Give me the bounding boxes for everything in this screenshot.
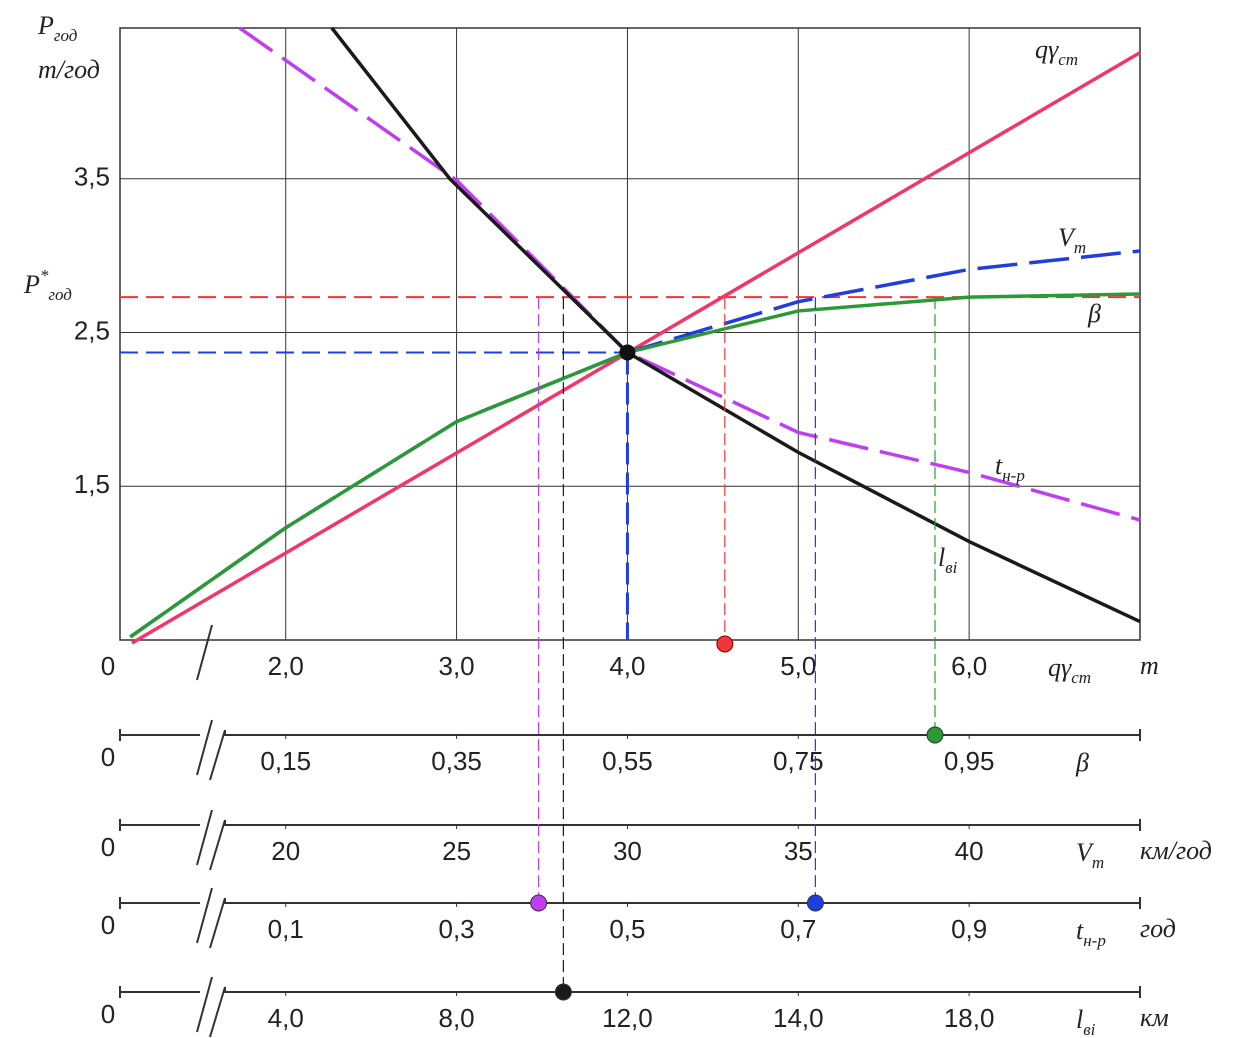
- label-part: qγ: [1035, 35, 1059, 64]
- scale-tick-label: 4,0: [268, 1003, 304, 1033]
- label-part: β: [1087, 299, 1101, 328]
- y-tick-label: 1,5: [74, 469, 110, 499]
- series-line: [240, 28, 1140, 520]
- scale-tick-label: 25: [442, 836, 471, 866]
- scale-tick-label: 0,5: [609, 914, 645, 944]
- origin-label: 0: [101, 999, 115, 1029]
- x-axis-label: qγст: [1048, 653, 1091, 687]
- y-axis-unit: т/год: [38, 55, 100, 84]
- scale-tick-label: 0,15: [260, 746, 311, 776]
- origin-label: 0: [101, 910, 115, 940]
- x-marker: [717, 636, 733, 652]
- x-tick-label: 2,0: [268, 651, 304, 681]
- x-axis-unit: т: [1140, 651, 1159, 680]
- scale-tick-label: 20: [271, 836, 300, 866]
- series-label: lві: [938, 543, 958, 577]
- label-part: *: [40, 266, 49, 285]
- scale-tick-label: 14,0: [773, 1003, 824, 1033]
- x-tick-label: 3,0: [439, 651, 475, 681]
- axis-break: [197, 625, 212, 680]
- scale-name: β: [1075, 748, 1089, 777]
- series-label: Vт: [1058, 223, 1086, 257]
- series-line: [130, 251, 1140, 637]
- series-line: [130, 294, 1140, 637]
- optimum-point: [619, 344, 635, 360]
- label-part: ст: [1071, 668, 1091, 687]
- scale-tick-label: 35: [784, 836, 813, 866]
- scale-tick-label: 0,1: [268, 914, 304, 944]
- scale-tick-label: 0,75: [773, 746, 824, 776]
- scale-tick-label: 30: [613, 836, 642, 866]
- label-part: l: [938, 543, 945, 572]
- chart: 1,52,53,52,03,04,05,06,0Pгодт/годP*год0q…: [0, 0, 1248, 1038]
- y-tick-label: 3,5: [74, 162, 110, 192]
- scale-tick-label: 0,55: [602, 746, 653, 776]
- x-tick-label: 5,0: [780, 651, 816, 681]
- y-tick-label: 2,5: [74, 315, 110, 345]
- label-part: ст: [1058, 50, 1078, 69]
- y-axis-label: Pгод: [37, 11, 78, 45]
- scale-marker: [807, 895, 823, 911]
- label-part: год: [48, 285, 72, 304]
- scale-unit: км/год: [1140, 836, 1212, 865]
- origin-label: 0: [101, 832, 115, 862]
- label-part: ві: [1083, 1020, 1095, 1038]
- label-part: ві: [945, 558, 957, 577]
- origin-label: 0: [101, 742, 115, 772]
- scale-unit: год: [1140, 914, 1176, 943]
- scale-tick-label: 0,7: [780, 914, 816, 944]
- series-label: β: [1087, 299, 1101, 328]
- scale-tick-label: 0,9: [951, 914, 987, 944]
- series-label: qγст: [1035, 35, 1078, 69]
- p-star-label: P*год: [23, 266, 72, 304]
- origin-label: 0: [101, 651, 115, 681]
- scale-marker: [531, 895, 547, 911]
- scale-name: tн-р: [1076, 916, 1106, 950]
- scale-tick-label: 0,35: [431, 746, 482, 776]
- label-part: l: [1076, 1005, 1083, 1034]
- x-tick-label: 6,0: [951, 651, 987, 681]
- label-part: β: [1075, 748, 1089, 777]
- scale-tick-label: 0,95: [944, 746, 995, 776]
- scale-tick-label: 18,0: [944, 1003, 995, 1033]
- scale-name: lві: [1076, 1005, 1096, 1038]
- label-part: P: [23, 270, 40, 299]
- label-part: P: [37, 11, 54, 40]
- label-part: н-р: [1083, 931, 1106, 950]
- series-line: [132, 53, 1140, 643]
- scale-tick-label: 8,0: [439, 1003, 475, 1033]
- scale-tick-label: 40: [955, 836, 984, 866]
- label-part: т: [1092, 853, 1104, 872]
- scale-unit: км: [1140, 1003, 1169, 1032]
- label-part: год: [54, 26, 78, 45]
- label-part: qγ: [1048, 653, 1072, 682]
- scale-marker: [927, 727, 943, 743]
- label-part: н-р: [1002, 466, 1025, 485]
- scale-name: Vт: [1076, 838, 1104, 872]
- scale-tick-label: 12,0: [602, 1003, 653, 1033]
- label-part: т: [1074, 238, 1086, 257]
- scale-tick-label: 0,3: [439, 914, 475, 944]
- scale-marker: [555, 984, 571, 1000]
- x-tick-label: 4,0: [609, 651, 645, 681]
